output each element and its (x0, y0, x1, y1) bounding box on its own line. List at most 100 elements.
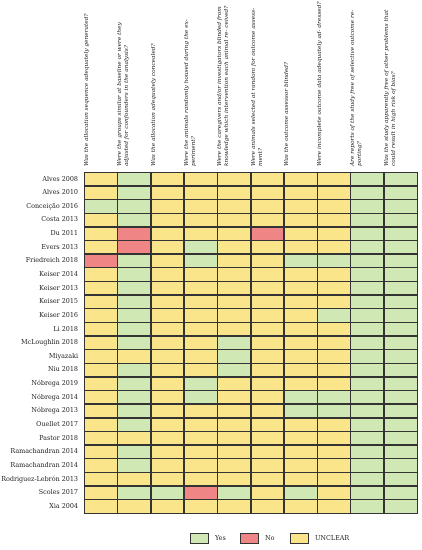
rating-cell (250, 212, 285, 228)
rating-cell (150, 472, 185, 487)
rating-cell (117, 212, 152, 228)
rating-cell (250, 294, 285, 309)
rating-cell (350, 444, 385, 460)
rating-cell (117, 294, 152, 309)
rating-cell (84, 322, 118, 337)
rating-cell (117, 199, 152, 214)
rating-cell (217, 499, 252, 514)
study-label: Miyazaki (48, 351, 78, 360)
legend-swatch (190, 532, 209, 544)
rating-cell (250, 267, 285, 282)
rating-cell (350, 199, 385, 214)
rating-cell (383, 417, 418, 432)
column-header-text: Was the allocation sequence adequately g… (84, 13, 90, 166)
rating-cell (183, 172, 218, 187)
rating-cell (150, 444, 185, 460)
column-header-text: Were the animals randomly housed during … (183, 19, 198, 166)
rating-cell (317, 417, 351, 432)
rating-cell (117, 281, 152, 296)
column-header-text: Are reports of the study free of selecti… (350, 9, 364, 166)
rating-cell (217, 322, 252, 337)
rating-cell (183, 499, 218, 514)
rating-cell (283, 349, 318, 364)
rating-cell (183, 240, 218, 255)
rating-cell (350, 267, 385, 282)
rating-cell (150, 267, 185, 282)
legend-swatch (290, 532, 309, 544)
rating-cell (117, 472, 152, 487)
rating-cell (383, 472, 418, 487)
study-label: Nóbrega 2019 (31, 379, 78, 388)
rating-cell (84, 403, 118, 419)
rating-cell (84, 226, 118, 241)
column-header: Were incomplete outcome data adequately … (317, 0, 351, 170)
rating-cell (183, 335, 218, 350)
rating-cell (383, 431, 418, 446)
rating-cell (183, 376, 218, 391)
rating-cell (350, 281, 385, 296)
rating-cell (350, 390, 385, 405)
rating-cell (150, 172, 185, 187)
column-header-text: Was the outcome assessor blinded? (283, 61, 290, 166)
rating-cell (117, 253, 152, 269)
rating-cell (350, 485, 385, 500)
rating-cell (383, 403, 418, 419)
rating-cell (317, 199, 351, 214)
rating-cell (283, 172, 318, 187)
study-label: Conceição 2016 (26, 201, 78, 210)
rating-cell (183, 444, 218, 460)
rating-cell (117, 458, 152, 473)
rating-cell (217, 417, 252, 432)
rating-cell (283, 362, 318, 378)
rating-cell (150, 199, 185, 214)
rating-cell (350, 472, 385, 487)
rating-cell (283, 185, 318, 200)
rating-cell (117, 403, 152, 419)
rating-cell (150, 349, 185, 364)
rating-cell (84, 253, 118, 269)
rating-cell (250, 485, 285, 500)
rating-cell (350, 417, 385, 432)
rating-cell (283, 403, 318, 419)
rating-cell (117, 362, 152, 378)
rating-cell (150, 212, 185, 228)
study-label: Xia 2004 (49, 501, 78, 510)
rating-cell (84, 240, 118, 255)
study-label: Nóbrega 2014 (31, 392, 78, 401)
rating-cell (117, 185, 152, 200)
rating-cell (383, 267, 418, 282)
rating-cell (283, 431, 318, 446)
study-label: Alves 2008 (42, 174, 78, 183)
rating-cell (250, 349, 285, 364)
column-header: Were animals selected at random for outc… (251, 0, 285, 170)
rating-cell (283, 376, 318, 391)
rating-cell (250, 253, 285, 269)
rating-cell (117, 335, 152, 350)
rating-cell (183, 253, 218, 269)
rating-cell (283, 240, 318, 255)
column-header-text: Were the groups similar at baseline or w… (117, 22, 131, 166)
study-label: Ouellet 2017 (36, 420, 78, 429)
rating-cell (283, 458, 318, 473)
rating-cell (183, 390, 218, 405)
rating-cell (283, 322, 318, 337)
rating-cell (150, 458, 185, 473)
rating-cell (250, 322, 285, 337)
rating-cell (117, 322, 152, 337)
study-label: Pastor 2018 (39, 433, 78, 442)
rating-cell (150, 240, 185, 255)
rating-cell (317, 212, 351, 228)
rating-cell (217, 335, 252, 350)
rating-cell (84, 444, 118, 460)
rating-cell (217, 253, 252, 269)
study-label: Evers 2013 (41, 242, 78, 251)
rating-cell (317, 458, 351, 473)
rating-cell (317, 185, 351, 200)
rating-cell (150, 376, 185, 391)
study-label: Ramachandran 2014 (10, 447, 78, 456)
rating-cell (317, 172, 351, 187)
rating-cell (84, 485, 118, 500)
rating-cell (150, 308, 185, 323)
rating-cell (217, 390, 252, 405)
rating-cell (383, 226, 418, 241)
